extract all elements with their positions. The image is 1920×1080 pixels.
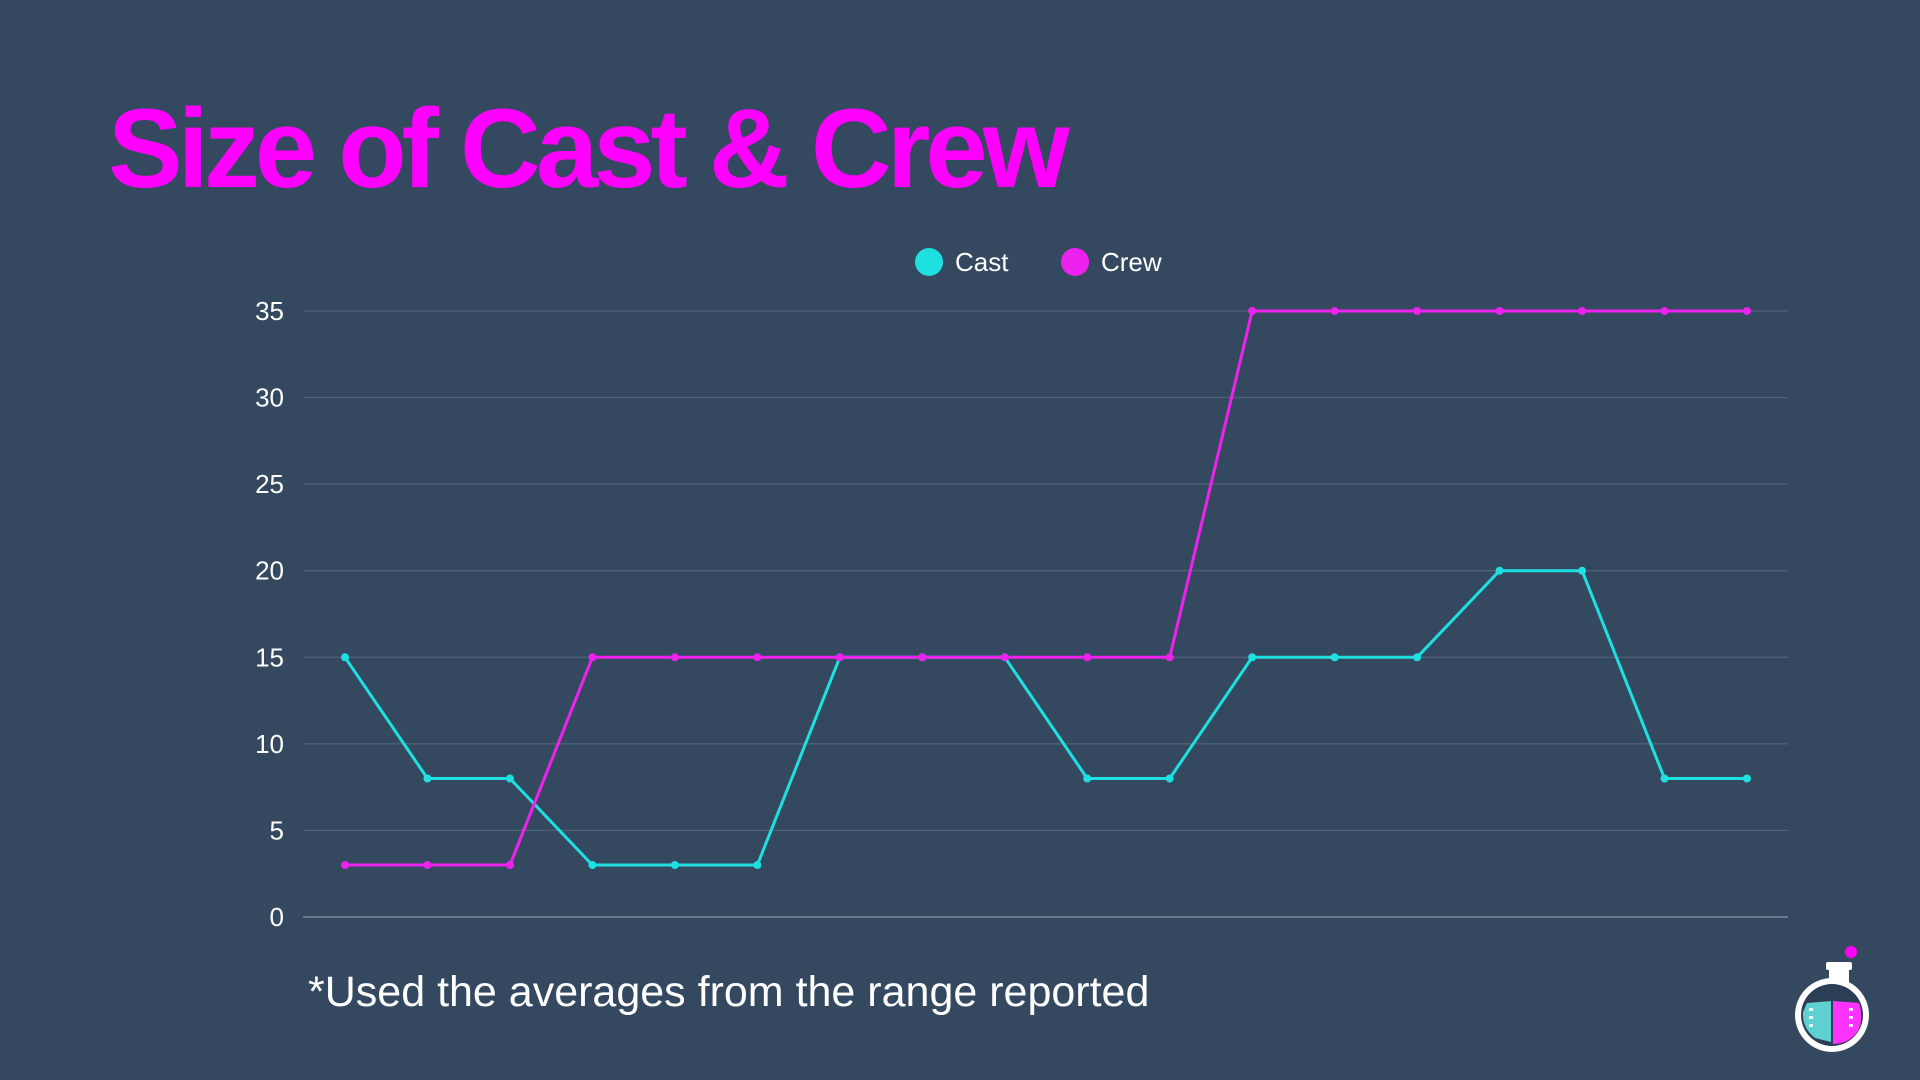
crew-point[interactable]	[670, 653, 679, 662]
crew-point[interactable]	[1413, 307, 1422, 315]
y-axis-ticks: 0 5 10 15 20 25 30 35	[255, 296, 284, 932]
crew-point[interactable]	[1578, 307, 1587, 315]
cast-point[interactable]	[341, 653, 349, 662]
cast-point[interactable]	[1743, 774, 1751, 783]
y-tick-label: 15	[255, 642, 284, 672]
legend-label: Cast	[955, 247, 1009, 277]
y-tick-label: 20	[255, 556, 284, 586]
crew-point[interactable]	[1330, 307, 1339, 315]
legend-item-cast[interactable]: Cast	[915, 247, 1009, 277]
cast-point[interactable]	[588, 861, 597, 870]
crew-point[interactable]	[1660, 307, 1669, 315]
y-tick-label: 35	[255, 296, 284, 326]
cast-point[interactable]	[1248, 653, 1257, 662]
crew-point[interactable]	[753, 653, 762, 662]
cast-point[interactable]	[1578, 566, 1587, 575]
crew-point[interactable]	[1248, 307, 1257, 315]
cast-point[interactable]	[753, 861, 762, 870]
crew-point[interactable]	[1495, 307, 1504, 315]
y-tick-label: 30	[255, 383, 284, 413]
legend-label: Crew	[1101, 247, 1162, 277]
crew-point[interactable]	[588, 653, 597, 662]
y-tick-label: 25	[255, 469, 284, 499]
cast-point[interactable]	[1660, 774, 1669, 783]
crew-point[interactable]	[918, 653, 927, 662]
cast-point[interactable]	[1165, 774, 1174, 783]
crew-point[interactable]	[1000, 653, 1009, 662]
series-crew	[341, 307, 1751, 870]
cast-point[interactable]	[1413, 653, 1422, 662]
slide-title: Size of Cast & Crew	[108, 86, 1070, 211]
cast-point[interactable]	[505, 774, 514, 783]
chart-gridlines	[303, 310, 1788, 918]
y-tick-label: 10	[255, 729, 284, 759]
legend-swatch	[1061, 248, 1089, 276]
footnote: *Used the averages from the range report…	[308, 968, 1150, 1016]
y-tick-label: 0	[270, 902, 284, 932]
crew-point[interactable]	[341, 861, 349, 870]
chart-legend[interactable]: Cast Crew	[915, 247, 1162, 277]
cast-point[interactable]	[423, 774, 432, 783]
cast-point[interactable]	[1495, 566, 1504, 575]
crew-point[interactable]	[423, 861, 432, 870]
crew-point[interactable]	[1165, 653, 1174, 662]
cast-point[interactable]	[670, 861, 679, 870]
crew-point[interactable]	[835, 653, 844, 662]
y-tick-label: 5	[270, 815, 284, 845]
chart-series	[341, 307, 1751, 870]
cast-point[interactable]	[1083, 774, 1092, 783]
legend-item-crew[interactable]: Crew	[1061, 247, 1162, 277]
cast-point[interactable]	[1330, 653, 1339, 662]
crew-line	[345, 309, 1747, 867]
cast-line	[343, 569, 1747, 867]
series-cast	[341, 566, 1751, 870]
crew-point[interactable]	[505, 861, 514, 870]
crew-point[interactable]	[1083, 653, 1092, 662]
crew-point[interactable]	[1743, 307, 1751, 315]
flask-film-icon	[1795, 946, 1869, 1052]
legend-swatch	[915, 248, 943, 276]
